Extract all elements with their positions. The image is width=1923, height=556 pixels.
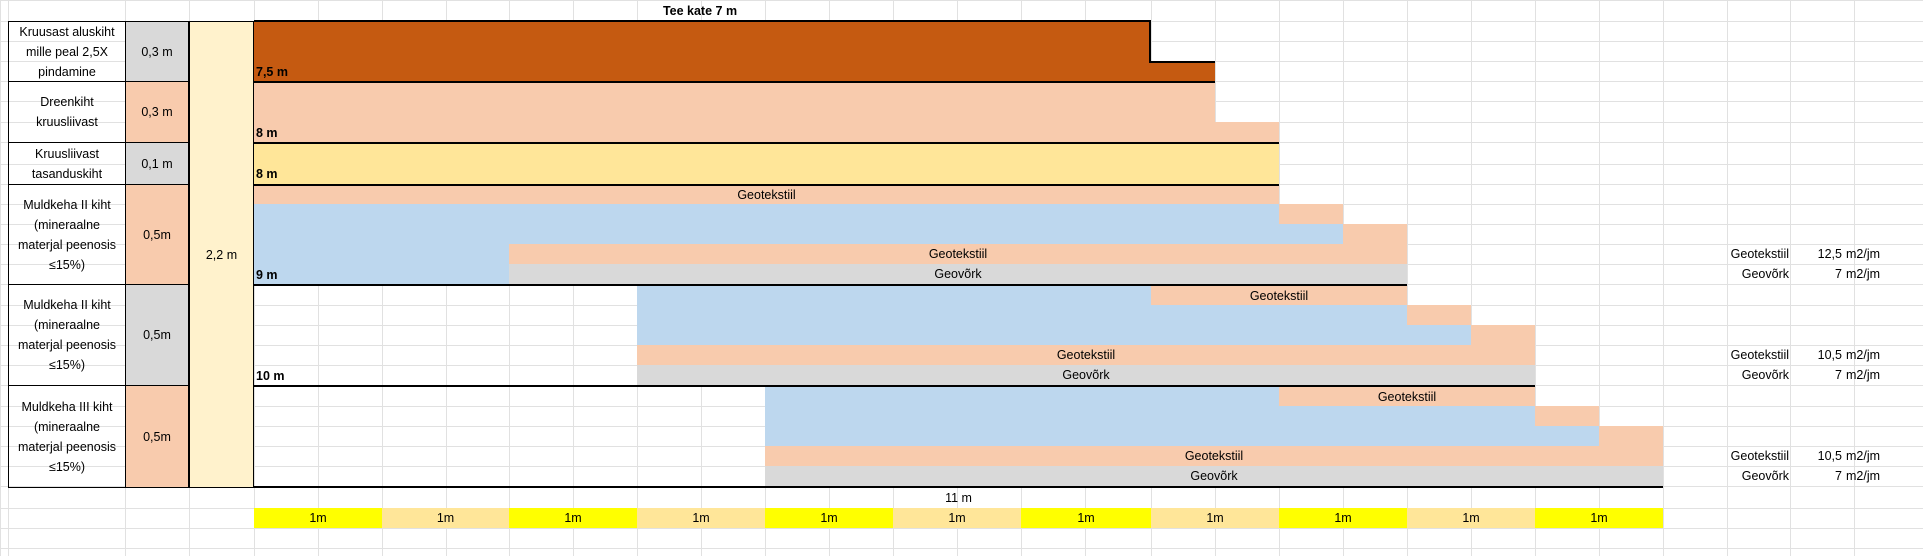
ruler-cell: 1m: [1021, 508, 1151, 528]
drawing-title: Tee kate 7 m: [662, 4, 738, 18]
side-name-1: Geotekstiil: [1730, 247, 1789, 261]
side-unit-2: m2/jm: [1846, 267, 1881, 281]
geotextile-label-1b: Geotekstiil: [928, 247, 988, 261]
boundary-layer3-bottom: [254, 184, 1279, 186]
layer-label-5: Muldkeha II kiht (mineraalne materjal pe…: [8, 284, 126, 386]
side-name-6: Geovõrk: [1741, 469, 1789, 483]
embankment-3-row2: [765, 406, 1535, 426]
embankment-1-row2: [254, 224, 1343, 244]
ruler-cell: 1m: [1407, 508, 1535, 528]
geotextile-band-1a: [254, 185, 1279, 204]
side-name-2: Geovõrk: [1741, 267, 1789, 281]
layer-label-3: Kruusliivast tasanduskiht: [8, 142, 126, 185]
boundary-step-1h: [1149, 61, 1215, 63]
geotextile-side-3a: [1535, 406, 1599, 426]
ruler-cell: 1m: [382, 508, 509, 528]
boundary-layer5-right: [1279, 385, 1535, 387]
geotextile-side-2a: [1407, 305, 1471, 325]
layer-label-1: Kruusast aluskiht mille peal 2,5X pindam…: [8, 21, 126, 82]
side-unit-6: m2/jm: [1846, 469, 1881, 483]
side-value-3: 10,5: [1817, 348, 1842, 362]
width-label-3: 8 m: [256, 167, 278, 181]
thickness-6: 0,5m: [125, 385, 189, 488]
embankment-3-row1: [765, 387, 1279, 406]
ruler-cell: 1m: [1151, 508, 1279, 528]
width-label-1: 7,5 m: [256, 65, 288, 79]
thickness-3: 0,1 m: [125, 142, 189, 185]
side-name-3: Geotekstiil: [1730, 348, 1789, 362]
geotextile-side-1a: [1279, 204, 1343, 224]
side-value-2: 7: [1835, 267, 1842, 281]
embankment-1-row1: [254, 204, 1279, 224]
thickness-5: 0,5m: [125, 284, 189, 386]
geogrid-band-1: [509, 264, 1407, 284]
layer-label-2: Dreenkiht kruusliivast: [8, 81, 126, 143]
geogrid-band-2: [637, 365, 1535, 385]
ruler-cell: 1m: [254, 508, 382, 528]
side-value-5: 10,5: [1817, 449, 1842, 463]
side-name-4: Geovõrk: [1741, 368, 1789, 382]
total-thickness: 2,2 m: [189, 21, 254, 488]
ruler-cell: 1m: [1279, 508, 1407, 528]
geotextile-label-2a: Geotekstiil: [1249, 289, 1309, 303]
drainage-layer-upper: [254, 82, 1215, 122]
side-value-4: 7: [1835, 368, 1842, 382]
ruler-cell: 1m: [765, 508, 893, 528]
ruler-cell: 1m: [509, 508, 637, 528]
geotextile-band-3a: [1279, 387, 1535, 406]
width-label-2: 8 m: [256, 126, 278, 140]
boundary-bottom: [254, 486, 1663, 488]
side-unit-3: m2/jm: [1846, 348, 1881, 362]
geogrid-band-3: [765, 466, 1663, 487]
width-label-4: 9 m: [256, 268, 278, 282]
drainage-layer-lower: [254, 122, 1279, 143]
side-unit-4: m2/jm: [1846, 368, 1881, 382]
boundary-step-1: [1149, 20, 1151, 62]
thickness-2: 0,3 m: [125, 81, 189, 143]
embankment-2-row2: [637, 305, 1407, 325]
ruler-cell: 1m: [1535, 508, 1663, 528]
embankment-1-row3: [254, 244, 509, 284]
side-value-6: 7: [1835, 469, 1842, 483]
leveling-layer: [254, 143, 1279, 185]
boundary-layer4-right: [1151, 284, 1407, 286]
asphalt-layer-top: [254, 21, 1151, 61]
geotextile-band-3b: [765, 446, 1663, 466]
geogrid-label-1: Geovõrk: [934, 267, 982, 281]
boundary-top: [254, 20, 1151, 22]
width-label-5: 10 m: [256, 369, 285, 383]
geogrid-label-3: Geovõrk: [1190, 469, 1238, 483]
ruler-cell: 1m: [893, 508, 1021, 528]
side-value-1: 12,5: [1817, 247, 1842, 261]
boundary-layer5-bottom: [254, 385, 1279, 387]
side-unit-5: m2/jm: [1846, 449, 1881, 463]
boundary-layer4-bottom: [254, 284, 1151, 286]
thickness-1: 0,3 m: [125, 21, 189, 82]
geotextile-label-3b: Geotekstiil: [1184, 449, 1244, 463]
geotextile-band-2b: [637, 345, 1535, 365]
geotextile-band-1b: [509, 244, 1407, 264]
boundary-layer2-bottom: [254, 142, 1279, 144]
side-name-5: Geotekstiil: [1730, 449, 1789, 463]
bottom-width-label: 11 m: [945, 491, 972, 505]
embankment-2-row3: [637, 325, 1471, 345]
boundary-layer1-bottom: [254, 81, 1215, 83]
geotextile-side-3b: [1599, 426, 1663, 446]
layer-label-6: Muldkeha III kiht (mineraalne materjal p…: [8, 385, 126, 488]
geogrid-label-2: Geovõrk: [1062, 368, 1110, 382]
geotextile-side-2b: [1471, 325, 1535, 345]
embankment-3-row3: [765, 426, 1599, 446]
side-unit-1: m2/jm: [1846, 247, 1881, 261]
geotextile-label-1a: Geotekstiil: [737, 188, 796, 202]
layer-label-4: Muldkeha II kiht (mineraalne materjal pe…: [8, 184, 126, 285]
geotextile-band-2a: [1151, 286, 1407, 305]
thickness-4: 0,5m: [125, 184, 189, 285]
gravel-base-layer: [254, 61, 1215, 82]
geotextile-label-2b: Geotekstiil: [1056, 348, 1116, 362]
embankment-2-row1: [637, 286, 1151, 305]
geotextile-label-3a: Geotekstiil: [1377, 390, 1437, 404]
geotextile-side-1b: [1343, 224, 1407, 244]
ruler-cell: 1m: [637, 508, 765, 528]
